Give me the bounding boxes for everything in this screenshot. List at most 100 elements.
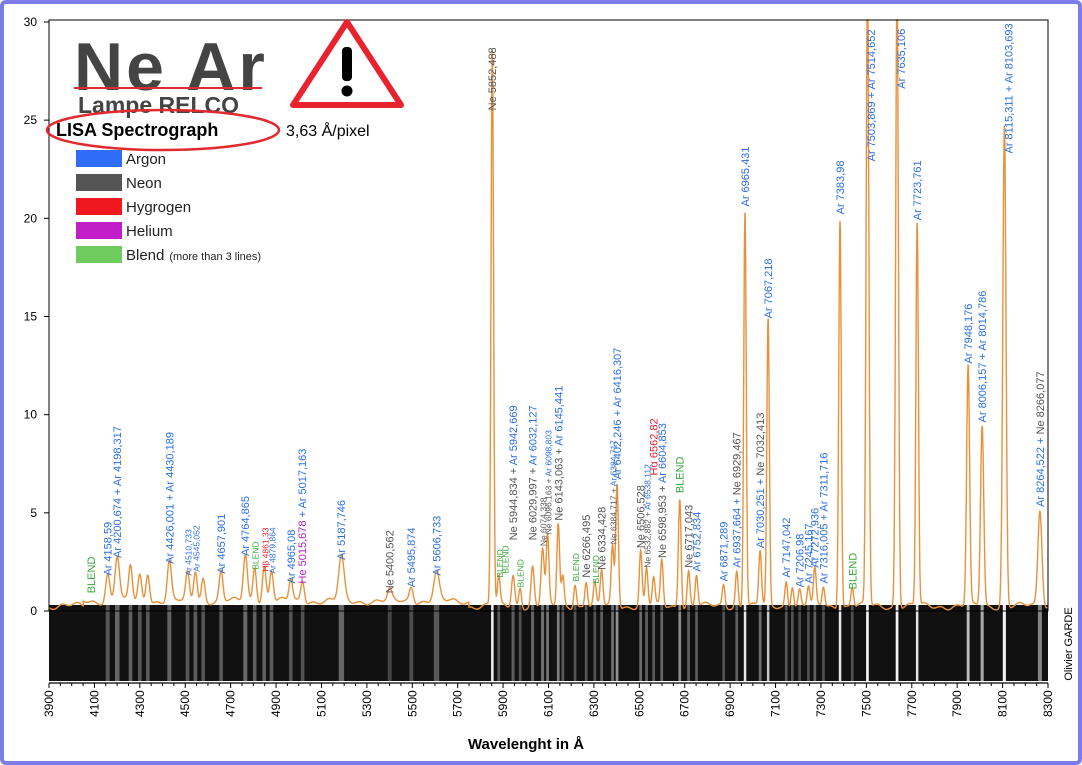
peak-label-3: Ar 4426,001 + Ar 4430,189 (164, 432, 176, 564)
peak-label-45: Ar 7206,98 (795, 534, 807, 588)
x-tick-label: 5500 (405, 690, 419, 717)
strip-line-16 (338, 605, 345, 681)
peak-label-9: Hβ 4861,33 (260, 527, 270, 571)
x-tick-label: 5700 (451, 690, 465, 717)
legend-swatch-0 (76, 150, 122, 167)
x-tick-label: 4500 (178, 690, 192, 717)
peak-label-47: Ar 7272,936 (810, 508, 822, 568)
x-tick-label: 7700 (905, 690, 919, 717)
peak-label-20: Ne 5944,834 + Ar 5942,669 (508, 405, 520, 540)
peak-label-16: Ar 5606,733 (431, 516, 443, 576)
peak-label-6: Ar 4657,901 (216, 514, 228, 574)
peak-label-17: Ne 5852,488 (487, 47, 499, 110)
y-tick-label: 25 (24, 113, 38, 127)
strip-line-3 (138, 605, 142, 681)
peak-label-23: Ne 6074,338 (539, 497, 549, 546)
strip-line-23 (518, 605, 522, 681)
axes-layer: 3900 4100 4300 4500 4700 4900 5100 5300 5500 5700… (24, 15, 1055, 717)
peak-label-25: Ne 6143,063 + Ar 6145,441 (553, 386, 565, 521)
strip-line-60 (1002, 605, 1006, 681)
x-tick-label: 7900 (950, 690, 964, 717)
strip-line-22 (511, 605, 515, 681)
strip-line-39 (678, 605, 682, 681)
y-tick-label: 0 (30, 604, 37, 618)
strip-line-1 (115, 605, 120, 681)
peak-label-26: BLEND (571, 553, 581, 581)
peak-label-32: Ne 6506,528 (636, 485, 648, 548)
peak-label-49: Ar 7383,98 (835, 161, 847, 215)
peak-label-1: Ar 4158,59 (103, 522, 115, 576)
peak-label-2: Ar 4200,674 + Ar 4198,317 (112, 426, 124, 558)
strip-line-31 (593, 605, 597, 681)
x-tick-label: 4900 (269, 690, 283, 717)
y-tick-label: 30 (24, 15, 38, 29)
strip-line-46 (766, 605, 770, 681)
peak-label-10: Ar 4879,864 (268, 527, 278, 574)
legend-label-0: Argon (126, 151, 166, 168)
peak-label-14: Ne 5400,562 (385, 530, 397, 593)
strip-line-27 (556, 605, 560, 681)
peak-label-54: Ar 7948,176 (963, 304, 975, 364)
peak-label-5: Ar 4545,052 (191, 525, 201, 572)
legend-label-3: Helium (126, 223, 173, 240)
strip-line-2 (128, 605, 133, 681)
x-tick-label: 6900 (723, 690, 737, 717)
strip-line-5 (167, 605, 172, 681)
strip-line-11 (252, 605, 257, 681)
strip-line-29 (573, 605, 577, 681)
strip-line-35 (639, 605, 642, 681)
peak-label-48: Ar 7316,005 + Ar 7311,716 (818, 452, 830, 583)
strip-line-41 (695, 605, 698, 681)
peak-label-57: Ar 8264,522 + Ne 8266,077 (1035, 371, 1047, 506)
peak-label-53: Ar 7723,761 (912, 160, 924, 220)
peak-label-51: Ar 7503,869 + Ar 7514,652 (866, 30, 878, 162)
strip-line-52 (822, 605, 825, 681)
strip-line-36 (645, 605, 648, 681)
strip-line-18 (409, 605, 414, 681)
peak-label-12: He 5015,678 + Ar 5017,163 (297, 449, 309, 584)
strip-line-56 (895, 605, 899, 681)
strip-line-48 (791, 605, 794, 681)
x-axis-label: Wavelenght in Å (468, 736, 584, 753)
credit-label: Olivier GARDE (1063, 607, 1075, 680)
strip-line-15 (300, 605, 305, 681)
peak-label-34: Hα 6562,82 (649, 418, 661, 475)
dispersion-label: 3,63 Å/pixel (286, 121, 370, 140)
peak-label-55: Ar 8006,157 + Ar 8014,786 (977, 291, 989, 423)
strip-line-50 (807, 605, 810, 681)
strip-line-10 (243, 605, 248, 681)
peak-label-50: BLEND (847, 553, 859, 590)
x-tick-label: 6700 (678, 690, 692, 717)
strip-line-51 (813, 605, 817, 681)
peak-label-19: BLEND (500, 545, 510, 573)
x-tick-label: 5300 (360, 690, 374, 717)
x-tick-label: 8300 (1041, 690, 1055, 717)
x-tick-label: 6500 (632, 690, 646, 717)
strip-line-59 (980, 605, 984, 681)
x-tick-label: 7100 (769, 690, 783, 717)
legend-swatch-4 (76, 246, 122, 263)
x-tick-label: 4100 (87, 690, 101, 717)
instrument-circle (45, 108, 281, 152)
strip-line-17 (387, 605, 392, 681)
peak-label-18: BLEND (495, 549, 505, 577)
peak-label-7: Ar 4764,865 (240, 496, 252, 556)
peak-label-43: Ar 7067,218 (763, 258, 775, 318)
y-tick-label: 5 (30, 506, 37, 520)
strip-line-12 (262, 605, 266, 681)
strip-line-24 (531, 605, 535, 681)
chart-title: Ne Ar (74, 29, 268, 105)
strip-line-8 (201, 605, 205, 681)
strip-line-14 (289, 605, 293, 681)
instrument-label: LISA Spectrograph (56, 120, 218, 140)
peak-label-40: Ar 6937,664 + Ne 6929,467 (732, 432, 744, 567)
peak-label-22: Ne 6029,997 + Ar 6032,127 (528, 405, 540, 540)
legend-swatch-3 (76, 222, 122, 239)
strip-line-9 (219, 605, 223, 681)
strip-line-58 (966, 605, 970, 681)
strip-line-30 (584, 605, 588, 681)
strip-line-34 (615, 605, 619, 681)
peak-label-39: Ar 6871,289 (719, 522, 731, 582)
y-tick-label: 10 (24, 408, 38, 422)
x-tick-label: 3900 (42, 690, 56, 717)
